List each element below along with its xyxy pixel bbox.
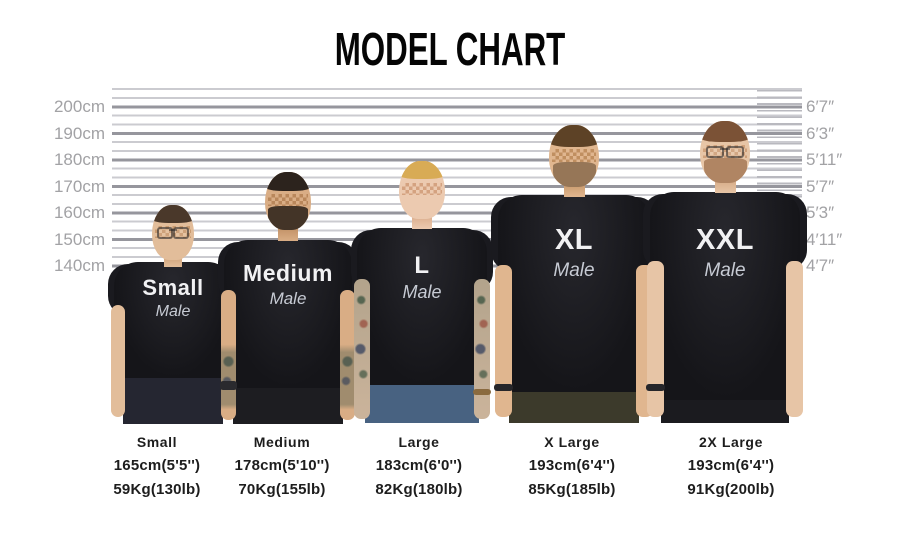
model-small-pants: [123, 373, 223, 424]
imperial-label-5ft11: 5′11″: [806, 150, 843, 169]
watch: [646, 384, 665, 391]
shirt-size-label: XXL: [696, 224, 754, 256]
model-large-hair: [399, 161, 445, 179]
size-height: 183cm(6'0''): [375, 457, 463, 474]
metric-label-200cm: 200cm: [53, 97, 105, 116]
size-height: 193cm(6'4''): [528, 457, 616, 474]
shirt-size-label: Medium: [243, 260, 333, 286]
page-title: MODEL CHART: [334, 23, 566, 75]
imperial-label-5ft3: 5′3″: [806, 203, 835, 222]
model-medium-head: [265, 172, 311, 230]
model-xlarge-beard: [552, 161, 596, 187]
model-xlarge-shirt-text: XL Male: [498, 224, 650, 282]
size-info-2xlarge: 2X Large 193cm(6'4'') 91Kg(200lb): [646, 434, 816, 498]
model-figure-small: Small Male: [108, 205, 238, 424]
model-xxlarge-shirt-text: XXL Male: [650, 224, 800, 282]
shirt-size-label: XL: [554, 224, 594, 256]
size-info-medium: Medium 178cm(5'10'') 70Kg(155lb): [197, 434, 367, 498]
model-figure-xlarge: XL Male: [491, 125, 657, 423]
model-large-pixelated-eyes: [401, 183, 443, 195]
size-weight: 59Kg(130lb): [113, 481, 201, 498]
size-weight: 70Kg(155lb): [238, 481, 326, 498]
model-xlarge-pixelated-eyes: [552, 149, 596, 162]
metric-label-150cm: 150cm: [53, 229, 105, 249]
size-weight: 91Kg(200lb): [687, 481, 775, 498]
model-xxlarge-hair: [700, 121, 750, 142]
model-medium-beard: [268, 206, 308, 230]
model-small-head: [152, 205, 194, 260]
model-medium-pants: [233, 383, 343, 424]
size-name: Large: [398, 434, 440, 450]
imperial-label-4ft7: 4′7″: [806, 256, 835, 275]
model-large-right-arm-tattoo: [473, 279, 491, 419]
metric-label-170cm: 170cm: [53, 176, 105, 196]
imperial-label-6ft3: 6′3″: [806, 123, 835, 143]
metric-label-160cm: 160cm: [53, 203, 105, 222]
imperial-label-5ft7: 5′7″: [806, 176, 835, 196]
shirt-size-label: L: [414, 252, 430, 279]
metric-label-180cm: 180cm: [53, 150, 105, 169]
size-info-large: Large 183cm(6'0'') 82Kg(180lb): [334, 434, 504, 498]
model-xlarge-head: [549, 125, 599, 187]
model-large-jeans: [365, 380, 479, 423]
model-large-shirt-text: L Male: [357, 252, 487, 303]
bracelet: [473, 389, 491, 395]
shirt-gender-label: Male: [269, 289, 307, 309]
size-weight: 82Kg(180lb): [375, 481, 463, 498]
size-name: Small: [136, 434, 178, 450]
model-medium-tshirt: [224, 240, 352, 388]
size-height: 193cm(6'4''): [687, 457, 775, 474]
watch: [494, 384, 513, 391]
model-medium-hair: [265, 172, 311, 191]
imperial-label-6ft7: 6′7″: [806, 97, 835, 116]
metric-label-140cm: 140cm: [53, 256, 105, 275]
model-medium-left-arm-tattoo: [220, 290, 237, 420]
model-xxlarge-head: [700, 121, 750, 183]
model-xlarge-hair: [549, 125, 599, 147]
model-small-glasses: [156, 227, 190, 239]
size-height: 178cm(5'10''): [234, 457, 330, 474]
shirt-gender-label: Male: [704, 259, 746, 281]
model-medium-shirt-text: Medium Male: [224, 260, 352, 309]
model-xlarge-tshirt: [498, 195, 650, 392]
model-small-left-arm: [111, 305, 125, 417]
model-xxlarge-beard: [703, 157, 747, 183]
model-large-left-arm-tattoo: [354, 279, 370, 419]
model-xlarge-pants: [509, 388, 639, 423]
size-weight: 85Kg(185lb): [528, 481, 616, 498]
model-xxlarge-glasses: [705, 146, 745, 158]
shirt-size-label: Small: [142, 275, 204, 300]
model-medium-right-arm-tattoo: [340, 290, 355, 420]
model-xxlarge-left-arm: [646, 261, 665, 417]
shirt-gender-label: Male: [155, 303, 191, 321]
wristband: [220, 381, 237, 390]
model-xxlarge-tshirt: [650, 192, 800, 400]
model-large-tshirt: [357, 228, 487, 385]
size-name: Medium: [253, 434, 311, 450]
model-small-pixelated-eyes: [154, 226, 192, 238]
model-figure-medium: Medium Male: [218, 172, 358, 424]
model-small-hair: [152, 205, 194, 223]
shirt-gender-label: Male: [402, 282, 442, 303]
model-figure-xxlarge: XXL Male: [643, 121, 807, 423]
size-info-small: Small 165cm(5'5'') 59Kg(130lb): [72, 434, 242, 498]
imperial-label-4ft11: 4′11″: [806, 229, 843, 249]
metric-label-190cm: 190cm: [53, 123, 105, 143]
model-xxlarge-right-arm: [786, 261, 803, 417]
model-small-shirt-text: Small Male: [114, 275, 232, 321]
size-info-xlarge: X Large 193cm(6'4'') 85Kg(185lb): [487, 434, 657, 498]
model-xlarge-left-arm: [494, 265, 513, 417]
model-xxlarge-pixelated-eyes: [703, 145, 747, 158]
shirt-gender-label: Male: [553, 259, 595, 281]
size-name: X Large: [544, 434, 600, 450]
size-name: 2X Large: [699, 434, 763, 450]
size-height: 165cm(5'5''): [113, 457, 201, 474]
model-large-head: [399, 161, 445, 219]
model-small-tshirt: [114, 262, 232, 378]
model-figure-large: L Male: [351, 161, 493, 423]
model-medium-pixelated-eyes: [267, 194, 309, 206]
